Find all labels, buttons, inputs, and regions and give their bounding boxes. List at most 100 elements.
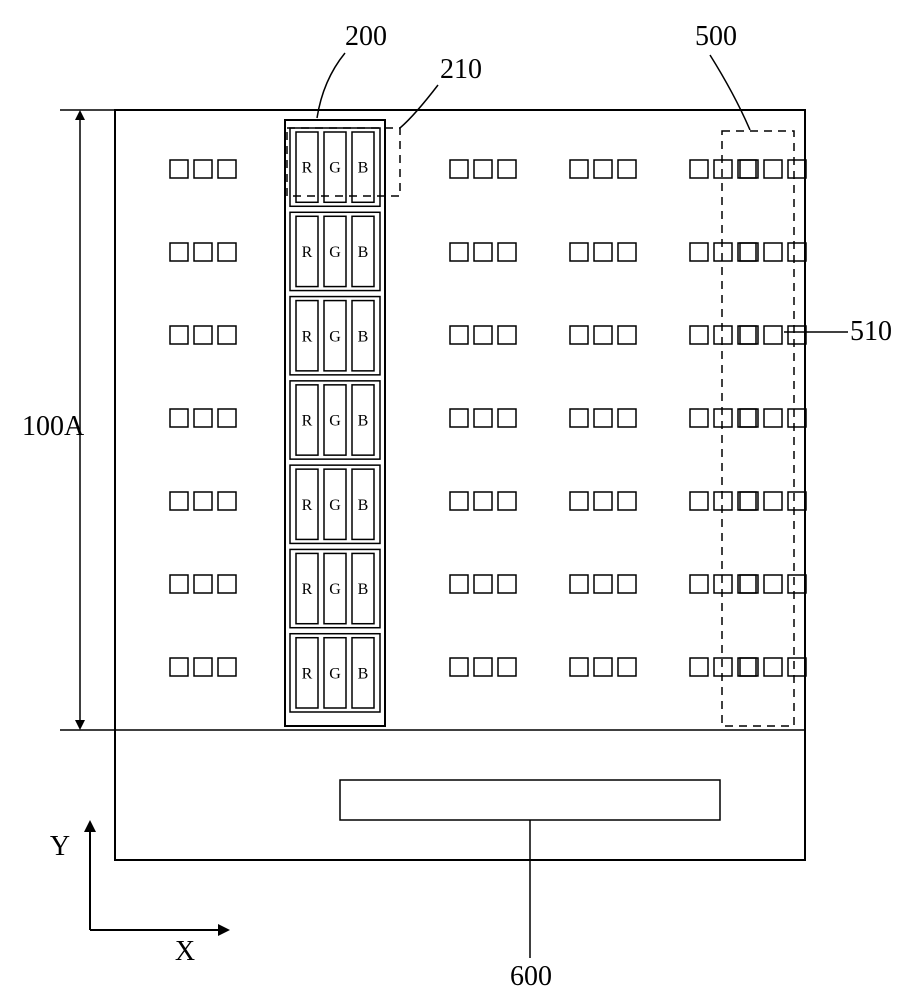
label-210: 210 — [440, 54, 482, 85]
pixel-square — [218, 160, 236, 178]
pixel-square — [618, 160, 636, 178]
subpixel-label-B: B — [358, 665, 369, 682]
pixel-square — [218, 492, 236, 510]
pixel-square — [570, 492, 588, 510]
pixel-square — [764, 492, 782, 510]
label-200: 200 — [345, 21, 387, 52]
axis-label-x: X — [175, 936, 195, 967]
subpixel-label-B: B — [358, 328, 369, 345]
pixel-square — [498, 658, 516, 676]
pixel-square — [498, 409, 516, 427]
bottom-box-600 — [340, 780, 720, 820]
pixel-square — [474, 326, 492, 344]
pixel-square — [170, 409, 188, 427]
pixel-square — [170, 243, 188, 261]
axis-label-y: Y — [50, 831, 70, 862]
pixel-square — [474, 658, 492, 676]
pixel-square — [194, 575, 212, 593]
pixel-square — [594, 575, 612, 593]
pixel-square — [714, 575, 732, 593]
pixel-square — [218, 409, 236, 427]
pixel-square — [218, 658, 236, 676]
subpixel-label-G: G — [329, 413, 341, 430]
pixel-square — [218, 575, 236, 593]
pixel-square — [218, 243, 236, 261]
pixel-square — [194, 658, 212, 676]
outer-panel — [115, 110, 805, 860]
subpixel-label-R: R — [302, 413, 313, 430]
pixel-square — [714, 160, 732, 178]
pixel-square — [570, 160, 588, 178]
pixel-square — [714, 492, 732, 510]
pixel-square — [594, 326, 612, 344]
pixel-square — [618, 658, 636, 676]
pixel-square — [764, 575, 782, 593]
pixel-square — [474, 409, 492, 427]
pixel-square — [714, 326, 732, 344]
pixel-square — [498, 243, 516, 261]
pixel-square — [498, 575, 516, 593]
pixel-square — [498, 326, 516, 344]
pixel-square — [594, 658, 612, 676]
pixel-square — [194, 160, 212, 178]
pixel-square — [450, 658, 468, 676]
pixel-square — [764, 326, 782, 344]
pixel-square — [570, 658, 588, 676]
pixel-square — [618, 492, 636, 510]
subpixel-label-R: R — [302, 160, 313, 177]
subpixel-label-R: R — [302, 665, 313, 682]
subpixel-label-B: B — [358, 160, 369, 177]
pixel-square — [194, 409, 212, 427]
subpixel-label-B: B — [358, 497, 369, 514]
pixel-square — [594, 409, 612, 427]
pixel-square — [690, 575, 708, 593]
pixel-square — [618, 409, 636, 427]
pixel-square — [170, 658, 188, 676]
pixel-square — [450, 492, 468, 510]
pixel-square — [788, 409, 806, 427]
pixel-square — [170, 575, 188, 593]
pixel-square — [450, 409, 468, 427]
label-500: 500 — [695, 21, 737, 52]
subpixel-label-G: G — [329, 581, 341, 598]
label-510: 510 — [850, 316, 892, 347]
pixel-square — [570, 409, 588, 427]
pixel-square — [618, 326, 636, 344]
pixel-square — [690, 409, 708, 427]
pixel-square — [594, 160, 612, 178]
pixel-square — [570, 326, 588, 344]
pixel-square — [690, 658, 708, 676]
pixel-square — [474, 160, 492, 178]
pixel-square — [788, 492, 806, 510]
subpixel-label-B: B — [358, 413, 369, 430]
pixel-square — [498, 160, 516, 178]
pixel-square — [594, 492, 612, 510]
pixel-square — [450, 243, 468, 261]
pixel-square — [170, 492, 188, 510]
pixel-square — [218, 326, 236, 344]
pixel-square — [474, 243, 492, 261]
pixel-square — [714, 658, 732, 676]
subpixel-label-R: R — [302, 244, 313, 261]
pixel-square — [194, 326, 212, 344]
pixel-square — [450, 160, 468, 178]
subpixel-label-G: G — [329, 244, 341, 261]
pixel-square — [764, 658, 782, 676]
label-100A: 100A — [22, 411, 85, 442]
pixel-square — [690, 160, 708, 178]
pixel-square — [714, 409, 732, 427]
subpixel-label-G: G — [329, 160, 341, 177]
pixel-square — [788, 243, 806, 261]
pixel-square — [690, 243, 708, 261]
subpixel-label-R: R — [302, 328, 313, 345]
subpixel-label-B: B — [358, 244, 369, 261]
subpixel-label-G: G — [329, 328, 341, 345]
pixel-square — [714, 243, 732, 261]
pixel-square — [788, 160, 806, 178]
pixel-square — [474, 575, 492, 593]
pixel-square — [170, 160, 188, 178]
pixel-square — [788, 658, 806, 676]
subpixel-label-R: R — [302, 581, 313, 598]
pixel-square — [690, 326, 708, 344]
pixel-square — [618, 243, 636, 261]
